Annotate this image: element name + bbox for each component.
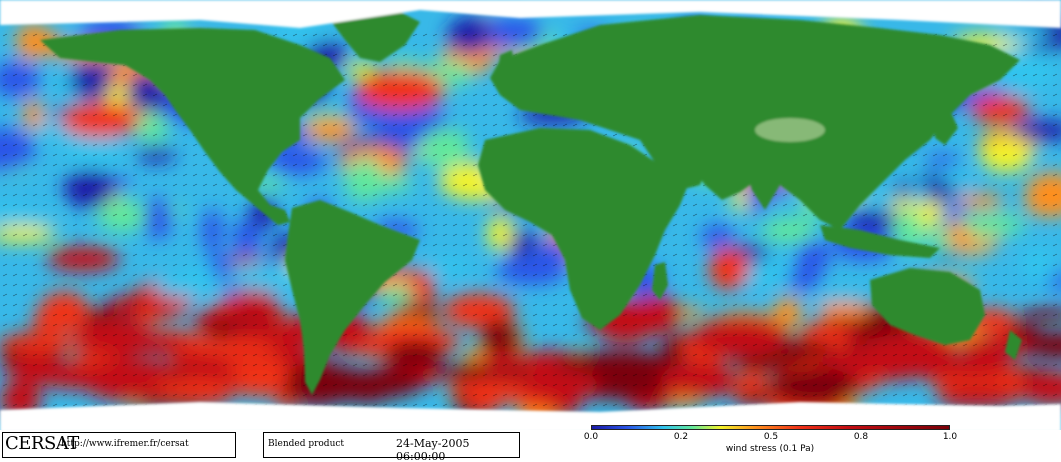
brand-name: CERSAT (5, 433, 79, 454)
land-madagascar (652, 262, 668, 300)
world-map (0, 0, 1061, 432)
colorbar-tick: 0.2 (673, 432, 689, 442)
colorbar-title: wind stress (0.1 Pa) (725, 444, 815, 454)
land-eurasia (490, 15, 1020, 230)
brand-box: CERSAT http://www.ifremer.fr/cersat (2, 432, 236, 458)
colorbar (591, 425, 950, 430)
product-box: Blended product 24-May-2005 06:00:00 (263, 432, 520, 462)
land-masses (0, 0, 1061, 432)
ice-arctic (0, 0, 1061, 28)
land-antarctica (0, 402, 1061, 432)
land-tibet-plateau (755, 118, 825, 142)
colorbar-tick: 0.8 (853, 432, 869, 442)
land-india (740, 150, 790, 210)
land-uk (498, 50, 515, 80)
product-name: Blended product (268, 439, 345, 449)
land-indonesia (820, 225, 940, 258)
land-africa (478, 128, 690, 330)
land-south-america (285, 200, 420, 395)
land-new-zealand (1005, 330, 1022, 360)
colorbar-tick: 0.0 (583, 432, 599, 442)
colorbar-tick: 1.0 (942, 432, 958, 442)
info-footer: CERSAT http://www.ifremer.fr/cersat Blen… (0, 430, 1061, 462)
land-arabia (640, 140, 710, 190)
colorbar-tick: 0.5 (763, 432, 779, 442)
land-greenland (330, 12, 420, 62)
land-japan (935, 110, 958, 145)
land-australia (870, 268, 985, 345)
brand-url[interactable]: http://www.ifremer.fr/cersat (61, 439, 189, 449)
product-datetime: 24-May-2005 06:00:00 (396, 437, 470, 462)
land-north-america (40, 28, 345, 225)
